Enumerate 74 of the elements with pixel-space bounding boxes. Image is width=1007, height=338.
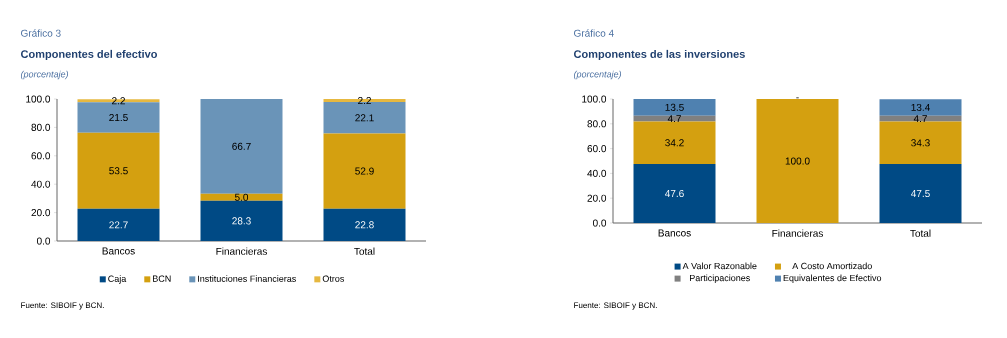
y-tick-label: 0.0: [592, 219, 607, 227]
data-label: 13.5: [665, 103, 684, 111]
bar: [879, 99, 962, 116]
x-tick-label: Total: [354, 247, 375, 255]
bar: [200, 99, 283, 194]
y-tick-label: 80.0: [587, 120, 607, 128]
bar: [633, 115, 716, 122]
bar: [756, 99, 839, 223]
data-label: 28.3: [232, 217, 251, 225]
y-tick-label: 40.0: [587, 169, 607, 177]
data-label: 53.5: [109, 167, 128, 175]
text: Gráfico 4: [574, 29, 614, 37]
y-tick-label: 40.0: [31, 180, 51, 188]
y-tick-label: 60.0: [587, 145, 607, 153]
bar: [633, 99, 716, 116]
bar: [77, 132, 160, 209]
x-tick-label: Bancos: [658, 229, 691, 237]
y-tick-label: 100.0: [582, 95, 607, 103]
legend-label: Participaciones: [690, 274, 750, 283]
x-tick-label: Financieras: [772, 229, 823, 237]
legend-label: Equivalentes de Efectivo: [783, 274, 882, 283]
x-tick-label: Bancos: [102, 247, 135, 255]
y-tick-label: 100.0: [26, 95, 51, 103]
x-tick-label: Total: [910, 229, 931, 237]
data-label: 22.7: [109, 221, 128, 229]
x-tick-label: Financieras: [216, 247, 267, 255]
legend-label: A Costo Amortizado: [792, 262, 872, 270]
bar: [633, 121, 716, 164]
data-label: 5.0: [234, 193, 249, 201]
bar: [77, 99, 160, 103]
bar: [879, 121, 962, 165]
data-label: 22.1: [355, 114, 374, 122]
legend-label: Otros: [322, 275, 344, 282]
bar: [323, 133, 406, 209]
bar: [323, 208, 406, 241]
data-label: 66.7: [232, 142, 251, 150]
y-tick-label: 20.0: [587, 194, 607, 202]
bar: [633, 163, 716, 223]
data-label: 47.5: [911, 190, 930, 198]
text: Gráfico 3: [21, 29, 61, 37]
data-label: 2.2: [358, 97, 371, 105]
legend-label: Instituciones Financieras: [198, 275, 296, 282]
data-label: 47.6: [665, 189, 684, 198]
data-label: 52.9: [355, 167, 374, 175]
data-label: 2.2: [112, 97, 125, 105]
chart-title: Componentes de las inversiones: [573, 49, 745, 61]
data-label: 13.4: [911, 103, 930, 111]
data-label: 34.3: [911, 139, 930, 147]
data-label: 100.0: [785, 157, 810, 165]
legend-label: A Valor Razonable: [682, 262, 757, 270]
source-note: Fuente: SIBOIF y BCN.: [574, 302, 657, 310]
chart-subtitle: (porcentaje): [573, 70, 622, 80]
data-label: 21.5: [109, 113, 128, 122]
bar: [323, 99, 406, 103]
data-label: 4.7: [913, 115, 927, 123]
bar: [879, 115, 962, 122]
y-tick-label: 80.0: [31, 123, 51, 131]
data-label: -: [796, 97, 799, 99]
bar: [77, 208, 160, 241]
y-tick-label: 0.0: [36, 237, 51, 245]
legend-label: Caja: [108, 275, 127, 284]
chart-title: Componentes del efectivo: [20, 49, 158, 61]
bar: [200, 200, 283, 241]
y-tick-label: 20.0: [31, 209, 51, 217]
legend-label: BCN: [153, 275, 171, 282]
bar: [879, 164, 962, 223]
source-note: Fuente: SIBOIF y BCN.: [21, 302, 104, 310]
bar: [323, 102, 406, 134]
y-tick-label: 60.0: [31, 152, 51, 160]
data-label: 4.7: [667, 115, 681, 123]
data-label: 34.2: [665, 139, 684, 147]
bar: [200, 193, 283, 201]
chart-subtitle: (porcentaje): [20, 70, 69, 80]
data-label: 22.8: [355, 221, 374, 229]
